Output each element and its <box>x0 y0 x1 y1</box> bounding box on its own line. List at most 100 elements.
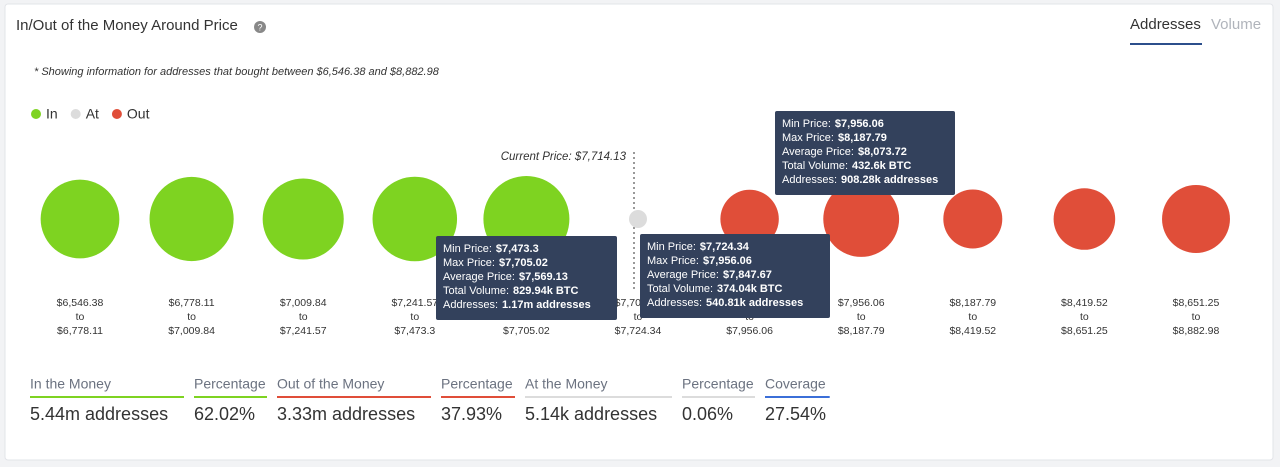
tooltip-value: $7,956.06 <box>835 118 884 130</box>
note: * Showing information for addresses that… <box>34 66 440 78</box>
summary-label: In the Money <box>30 376 111 392</box>
tooltip-label: Addresses: <box>647 297 702 309</box>
range-joiner: to <box>410 311 419 323</box>
range-joiner: to <box>634 311 643 323</box>
range-from: $8,651.25 <box>1173 297 1220 309</box>
summary-label: Percentage <box>441 376 513 392</box>
range-joiner: to <box>76 311 85 323</box>
help-icon[interactable] <box>254 21 266 33</box>
tooltip-label: Average Price: <box>782 146 854 158</box>
card <box>4 3 1274 461</box>
summary-value: 5.14k addresses <box>525 404 657 424</box>
bubble <box>720 189 779 249</box>
tooltip-label: Total Volume: <box>782 160 848 172</box>
summary-label: Percentage <box>682 376 754 392</box>
bubble <box>372 176 458 262</box>
tooltip-value: 432.6k BTC <box>852 160 911 172</box>
range-from: $7,009.84 <box>280 297 327 309</box>
bubble <box>1053 188 1116 250</box>
tab[interactable]: Volume <box>1211 16 1261 33</box>
range-to: $8,187.79 <box>838 325 885 337</box>
legend-label: At <box>86 106 99 122</box>
tooltip <box>640 234 830 318</box>
legend-label: In <box>46 106 58 122</box>
range-from: $7,956.06 <box>838 297 885 309</box>
tooltip-label: Min Price: <box>647 241 696 253</box>
legend-dot <box>31 109 41 119</box>
range-joiner: to <box>1192 311 1201 323</box>
tooltip-label: Max Price: <box>647 255 699 267</box>
tooltip-value: $8,073.72 <box>858 146 907 158</box>
bubble <box>943 189 1003 249</box>
bubble <box>629 210 647 228</box>
range-from: $6,546.38 <box>57 297 104 309</box>
range-joiner: to <box>968 311 977 323</box>
summary-underline <box>441 396 515 398</box>
tooltip-value: $7,956.06 <box>703 255 752 267</box>
tooltip-value: $7,705.02 <box>499 257 548 269</box>
tab[interactable]: Addresses <box>1130 16 1201 33</box>
tooltip-label: Average Price: <box>443 271 515 283</box>
tooltip-label: Addresses: <box>443 299 498 311</box>
summary-value: 5.44m addresses <box>30 404 168 424</box>
tooltip-label: Max Price: <box>443 257 495 269</box>
tab-underline <box>1130 43 1202 45</box>
range-from: $7,241.57 <box>391 297 438 309</box>
range-to: $7,705.02 <box>503 325 550 337</box>
tooltip-value: $7,724.34 <box>700 241 750 253</box>
summary-label: At the Money <box>525 376 608 392</box>
tooltip-value: 540.81k addresses <box>706 297 803 309</box>
tooltip-label: Total Volume: <box>647 283 713 295</box>
tooltip-value: 829.94k BTC <box>513 285 578 297</box>
range-to: $7,956.06 <box>726 325 773 337</box>
summary-value: 3.33m addresses <box>277 404 415 424</box>
tooltip-value: $7,847.67 <box>723 269 772 281</box>
current-price-label: Current Price: $7,714.13 <box>501 151 627 163</box>
summary-underline <box>194 396 267 398</box>
help-icon-glyph: ? <box>257 22 262 32</box>
tooltip-label: Total Volume: <box>443 285 509 297</box>
range-from: $8,419.52 <box>1061 297 1108 309</box>
tooltip-value: 908.28k addresses <box>841 174 938 186</box>
summary-underline <box>682 396 755 398</box>
bubble <box>262 178 344 260</box>
range-to: $6,778.11 <box>57 325 103 337</box>
range-joiner: to <box>299 311 308 323</box>
tooltip-label: Min Price: <box>443 243 492 255</box>
bubble <box>149 176 234 262</box>
summary-underline <box>30 396 184 398</box>
tooltip-label: Min Price: <box>782 118 831 130</box>
range-to: $7,009.84 <box>168 325 215 337</box>
summary-label: Out of the Money <box>277 376 384 392</box>
tooltip-value: $7,473.3 <box>496 243 539 255</box>
summary-value: 37.93% <box>441 404 502 424</box>
range-from: $6,778.11 <box>169 297 215 309</box>
bubble <box>1162 185 1230 253</box>
tooltip-value: $8,187.79 <box>838 132 887 144</box>
summary-label: Coverage <box>765 376 826 392</box>
summary-value: 0.06% <box>682 404 733 424</box>
summary-value: 62.02% <box>194 404 255 424</box>
summary-value: 27.54% <box>765 404 826 424</box>
bubble <box>40 179 120 259</box>
range-to: $7,473.3 <box>394 325 435 337</box>
legend-label: Out <box>127 106 150 122</box>
tooltip-value: 1.17m addresses <box>502 299 591 311</box>
tooltip <box>775 111 955 195</box>
widget-title: In/Out of the Money Around Price <box>16 17 238 34</box>
legend-dot <box>111 109 122 119</box>
range-to: $8,419.52 <box>949 325 996 337</box>
range-from: $8,187.79 <box>949 297 996 309</box>
range-joiner: to <box>187 311 196 323</box>
range-joiner: to <box>1080 311 1089 323</box>
tooltip <box>436 236 617 320</box>
tooltip-value: 374.04k BTC <box>717 283 782 295</box>
legend-dot <box>70 109 81 119</box>
tooltip-label: Max Price: <box>782 132 834 144</box>
range-joiner: to <box>857 311 866 323</box>
tooltip-label: Average Price: <box>647 269 719 281</box>
summary-underline <box>277 396 431 398</box>
summary-underline <box>765 396 830 398</box>
tooltip-label: Addresses: <box>782 174 837 186</box>
